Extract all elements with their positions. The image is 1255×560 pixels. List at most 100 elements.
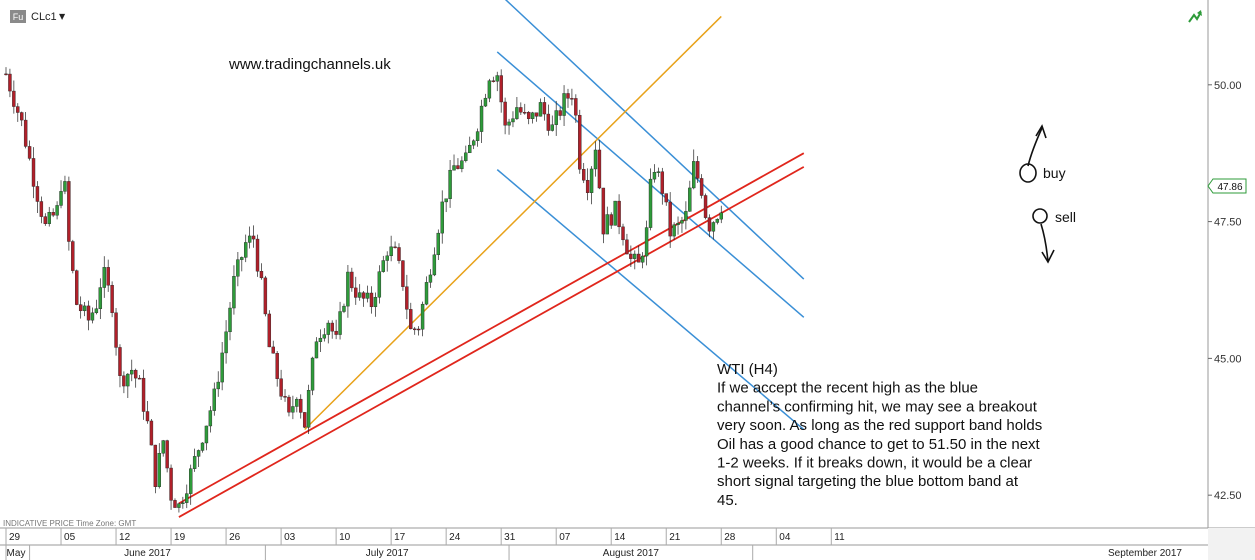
candle-body	[558, 110, 562, 116]
candle-body	[302, 412, 307, 428]
annotation-line: 1-2 weeks. If it breaks down, it would b…	[717, 455, 1032, 472]
candle-body	[629, 253, 633, 259]
candle-body	[141, 377, 146, 412]
candle-body	[719, 212, 723, 220]
candle-body	[20, 112, 24, 121]
candle-body	[287, 396, 291, 413]
symbol-label[interactable]: CLc1	[31, 11, 57, 23]
annotation-line: Oil has a good chance to get to 51.50 in…	[717, 436, 1041, 453]
candle-body	[656, 171, 661, 173]
candle-body	[82, 305, 87, 312]
candle-body	[401, 260, 405, 287]
candle-body	[322, 334, 327, 339]
candle-body	[106, 267, 110, 286]
candle-body	[130, 369, 134, 375]
candle-body	[554, 110, 558, 125]
candle-body	[381, 260, 385, 272]
candle-body	[27, 146, 32, 159]
candle-body	[283, 396, 287, 398]
candle-body	[393, 246, 397, 249]
candle-body	[271, 346, 275, 354]
candle-body	[424, 282, 429, 305]
candle-body	[181, 502, 185, 504]
candle-body	[212, 388, 216, 411]
trendline-red-lower	[178, 166, 805, 518]
candle-body	[314, 341, 319, 359]
candle-body	[452, 165, 456, 171]
candle-body	[8, 73, 12, 92]
candle-body	[365, 292, 370, 299]
candle-body	[444, 198, 448, 203]
candle-body	[149, 420, 154, 446]
date-tick-label: 24	[449, 532, 461, 543]
fu-badge	[10, 10, 26, 23]
candle-body	[664, 193, 668, 203]
candle-body	[597, 149, 602, 189]
candle-body	[464, 152, 468, 161]
candle-body	[98, 287, 103, 309]
annotation-line: 45.	[717, 492, 738, 509]
sell-label: sell	[1055, 209, 1076, 225]
candle-body	[566, 93, 570, 99]
axis-corner	[1208, 528, 1255, 560]
candle-body	[672, 224, 676, 237]
candle-body	[318, 337, 323, 342]
candle-body	[267, 313, 272, 348]
candle-body	[228, 307, 232, 333]
candle-body	[377, 271, 382, 298]
annotation-line: WTI (H4)	[717, 361, 778, 378]
candle-body	[192, 456, 197, 469]
candle-body	[613, 200, 617, 226]
x-axis: 29 05 12 19 26 03 10 17 24 31 07 14 21 28 04 11 May June …	[5, 528, 1182, 560]
candle-body	[350, 271, 354, 289]
candle-body	[102, 267, 106, 288]
candle-body	[189, 468, 193, 494]
candle-body	[715, 218, 720, 223]
candle-body	[409, 309, 413, 330]
candle-body	[440, 201, 444, 234]
last-price-value: 47.86	[1217, 182, 1242, 193]
candle-body	[640, 255, 645, 263]
date-tick-label: 12	[119, 532, 131, 543]
candle-body	[530, 112, 535, 119]
candle-body	[31, 158, 36, 187]
candle-body	[570, 98, 574, 100]
month-label: September 2017	[1108, 548, 1182, 559]
candle-body	[692, 161, 696, 189]
symbol-dropdown-icon[interactable]: ▼	[59, 12, 66, 21]
candlestick-layer	[4, 67, 723, 513]
annotation-line: short signal targeting the blue bottom b…	[717, 473, 1019, 490]
candle-body	[652, 171, 657, 180]
candle-body	[338, 311, 342, 335]
candle-body	[637, 253, 641, 263]
candle-body	[94, 308, 99, 314]
y-axis: 42.50 45.00 47.50 50.00	[1208, 80, 1242, 502]
date-tick-label: 10	[339, 532, 351, 543]
plot-area[interactable]	[0, 0, 1208, 528]
candle-body	[63, 181, 67, 192]
candle-body	[244, 242, 248, 258]
candle-body	[574, 98, 578, 116]
candle-body	[499, 75, 503, 103]
candle-body	[204, 425, 209, 444]
candle-body	[51, 212, 55, 216]
candle-body	[483, 97, 488, 107]
candle-body	[86, 305, 91, 321]
candle-body	[224, 331, 228, 354]
candle-body	[126, 373, 130, 387]
trendline-blue-upper	[504, 0, 805, 280]
date-tick-label: 29	[9, 532, 21, 543]
candle-body	[534, 112, 539, 117]
candle-body	[35, 186, 40, 202]
candle-body	[295, 398, 299, 407]
candle-body	[47, 212, 51, 224]
candle-body	[519, 107, 523, 113]
date-tick-label: 04	[779, 532, 791, 543]
candle-body	[310, 357, 315, 391]
candle-body	[306, 390, 311, 428]
candle-body	[707, 217, 712, 232]
candle-body	[542, 102, 547, 115]
candle-body	[550, 124, 554, 131]
candle-body	[456, 165, 460, 169]
